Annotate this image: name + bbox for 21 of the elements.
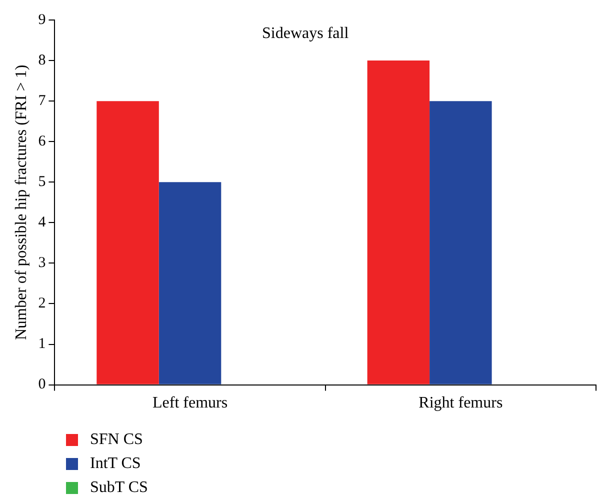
y-tick-label: 3 xyxy=(38,255,46,272)
bar xyxy=(158,182,222,384)
y-tick-label: 4 xyxy=(38,214,46,231)
x-tick-label: Right femurs xyxy=(418,394,503,412)
y-tick-label: 8 xyxy=(38,52,46,68)
y-tick-label: 9 xyxy=(38,12,46,28)
bar xyxy=(430,101,492,384)
y-tick-label: 7 xyxy=(38,93,46,110)
y-axis-title: Number of possible hip fractures (FRI > 1) xyxy=(12,64,30,340)
y-tick-label: 2 xyxy=(38,296,46,312)
legend-label: SubT CS xyxy=(90,479,148,497)
y-tick-label: 0 xyxy=(38,376,46,393)
y-tick-label: 1 xyxy=(38,336,46,352)
legend-label: IntT CS xyxy=(90,455,141,473)
bar xyxy=(367,60,430,384)
y-tick-label: 5 xyxy=(38,174,46,190)
bar xyxy=(96,101,159,384)
legend-label: SFN CS xyxy=(90,431,143,449)
x-tick-label: Left femurs xyxy=(152,394,228,412)
chart-title: Sideways fall xyxy=(262,25,350,42)
y-tick-label: 6 xyxy=(38,134,46,150)
